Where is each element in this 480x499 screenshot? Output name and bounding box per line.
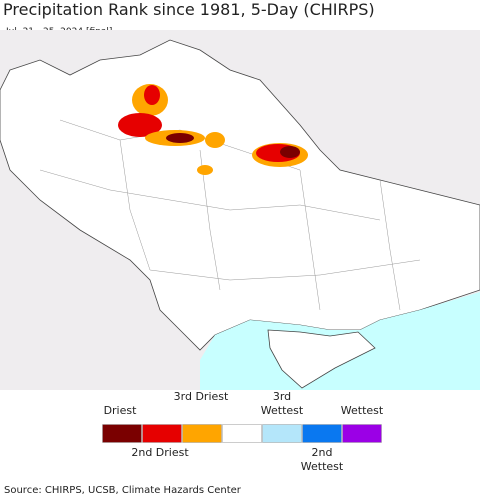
legend [102, 424, 382, 443]
legend-label: 2nd Driest [131, 446, 189, 459]
legend-label: 2nd Wettest [300, 446, 344, 473]
legend-label: Driest [103, 404, 137, 417]
legend-label: 3rd Driest [173, 390, 229, 403]
legend-swatch [182, 424, 222, 443]
map-title: Precipitation Rank since 1981, 5-Day (CH… [3, 0, 375, 19]
source-note: Source: CHIRPS, UCSB, Climate Hazards Ce… [4, 485, 241, 496]
legend-swatch [342, 424, 382, 443]
legend-label: 3rd Wettest [260, 390, 304, 417]
crimea [267, 329, 376, 389]
legend-label: Wettest [340, 404, 384, 417]
legend-swatch [222, 424, 262, 443]
legend-swatch [142, 424, 182, 443]
legend-swatch [302, 424, 342, 443]
dry-patches [118, 84, 308, 175]
map [0, 30, 480, 390]
legend-swatch [262, 424, 302, 443]
legend-swatch [102, 424, 142, 443]
